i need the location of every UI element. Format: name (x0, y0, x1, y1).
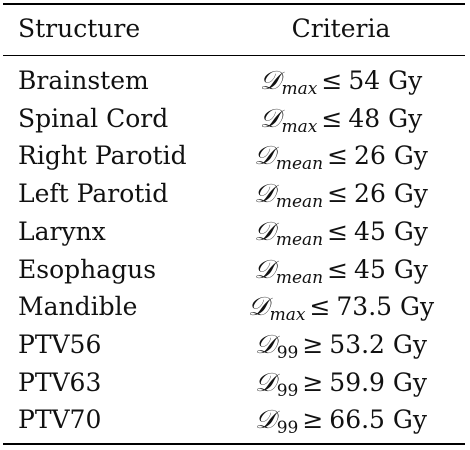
dose-unit: Gy (393, 179, 428, 209)
criteria-cell: 𝒟99 ≥53.2 Gy (218, 326, 464, 367)
comparison-operator: ≤ (327, 254, 349, 284)
comparison-operator: ≤ (321, 66, 343, 95)
dose-subscript: max (269, 305, 306, 326)
criteria-cell: 𝒟mean ≤45 Gy (218, 213, 464, 254)
dose-unit: Gy (392, 405, 428, 435)
dose-unit: Gy (400, 292, 435, 322)
dose-symbol: 𝒟 (254, 254, 275, 285)
table-row: Right Parotid 𝒟mean ≤26 Gy (0, 137, 470, 175)
criteria-column-header: Criteria (291, 14, 391, 43)
dose-symbol: 𝒟 (254, 216, 275, 247)
table-row: Left Parotid 𝒟mean ≤26 Gy (0, 175, 470, 213)
dose-symbol: 𝒟 (254, 367, 276, 398)
criteria-cell: 𝒟99 ≥59.9 Gy (218, 364, 464, 405)
dose-value: 66.5 (329, 405, 385, 435)
dose-value: 54 (348, 66, 381, 95)
comparison-operator: ≤ (321, 103, 343, 133)
dose-subscript: max (281, 116, 318, 137)
table-row: PTV56 𝒟99 ≥53.2 Gy (0, 326, 470, 364)
comparison-operator: ≤ (327, 179, 349, 209)
dose-unit: Gy (393, 254, 428, 284)
dose-subscript: 99 (276, 342, 299, 363)
structure-cell: Right Parotid (18, 141, 187, 171)
criteria-cell: 𝒟max ≤48 Gy (218, 100, 464, 141)
table-row: Larynx 𝒟mean ≤45 Gy (0, 213, 470, 251)
comparison-operator: ≥ (302, 367, 324, 397)
dose-symbol: 𝒟 (254, 179, 275, 210)
structure-cell: Mandible (18, 292, 138, 322)
dose-unit: Gy (392, 329, 428, 359)
criteria-cell: 𝒟mean ≤26 Gy (218, 175, 464, 216)
table-row: PTV63 𝒟99 ≥59.9 Gy (0, 364, 470, 402)
dose-subscript: max (281, 79, 318, 99)
dose-value: 53.2 (329, 329, 385, 359)
table-row: Brainstem 𝒟max ≤54 Gy (0, 62, 470, 100)
criteria-cell: 𝒟99 ≥66.5 Gy (218, 401, 464, 442)
dose-symbol: 𝒟 (254, 141, 275, 172)
comparison-operator: ≤ (327, 216, 349, 246)
dose-value: 59.9 (329, 367, 385, 397)
table-row: Mandible 𝒟max ≤73.5 Gy (0, 288, 470, 326)
dose-symbol: 𝒟 (259, 66, 281, 96)
table-row: Esophagus 𝒟mean ≤45 Gy (0, 251, 470, 289)
comparison-operator: ≥ (302, 329, 324, 359)
structure-cell: Esophagus (18, 254, 157, 284)
dose-symbol: 𝒟 (254, 405, 276, 436)
structure-cell: Left Parotid (18, 179, 169, 209)
criteria-cell: 𝒟max ≤73.5 Gy (218, 288, 464, 329)
structure-cell: PTV63 (18, 367, 102, 397)
dose-subscript: mean (275, 229, 324, 250)
table-row: PTV70 𝒟99 ≥66.5 Gy (0, 401, 470, 439)
criteria-cell: 𝒟mean ≤45 Gy (218, 251, 464, 292)
dose-value: 48 (348, 103, 381, 133)
dose-value: 26 (354, 141, 386, 171)
structure-cell: Larynx (18, 216, 106, 246)
structure-cell: Brainstem (18, 66, 149, 95)
table-bottom-rule (3, 443, 465, 445)
criteria-cell: 𝒟mean ≤26 Gy (218, 137, 464, 178)
dose-subscript: mean (275, 267, 324, 288)
dose-subscript: 99 (276, 380, 299, 401)
dose-value: 73.5 (336, 292, 393, 322)
comparison-operator: ≤ (327, 141, 349, 171)
comparison-operator: ≤ (309, 292, 331, 322)
dose-unit: Gy (388, 66, 423, 95)
structure-column-header: Structure (18, 14, 141, 43)
table-top-rule (3, 3, 465, 5)
dose-symbol: 𝒟 (254, 329, 276, 360)
dose-unit: Gy (393, 141, 428, 171)
structure-cell: PTV70 (18, 405, 102, 435)
dose-unit: Gy (393, 216, 428, 246)
dose-subscript: mean (275, 192, 324, 213)
structure-cell: Spinal Cord (18, 103, 169, 133)
dose-value: 45 (354, 254, 386, 284)
dose-subscript: mean (275, 154, 324, 175)
dose-symbol: 𝒟 (259, 103, 281, 134)
dose-symbol: 𝒟 (247, 292, 269, 323)
table-header-rule (3, 55, 465, 56)
structure-cell: PTV56 (18, 329, 102, 359)
dose-value: 26 (354, 179, 386, 209)
comparison-operator: ≥ (302, 405, 324, 435)
table-row: Spinal Cord 𝒟max ≤48 Gy (0, 100, 470, 138)
dose-unit: Gy (392, 367, 428, 397)
dose-unit: Gy (388, 103, 423, 133)
criteria-cell: 𝒟max ≤54 Gy (218, 62, 464, 103)
dose-value: 45 (354, 216, 386, 246)
dose-subscript: 99 (276, 418, 299, 439)
